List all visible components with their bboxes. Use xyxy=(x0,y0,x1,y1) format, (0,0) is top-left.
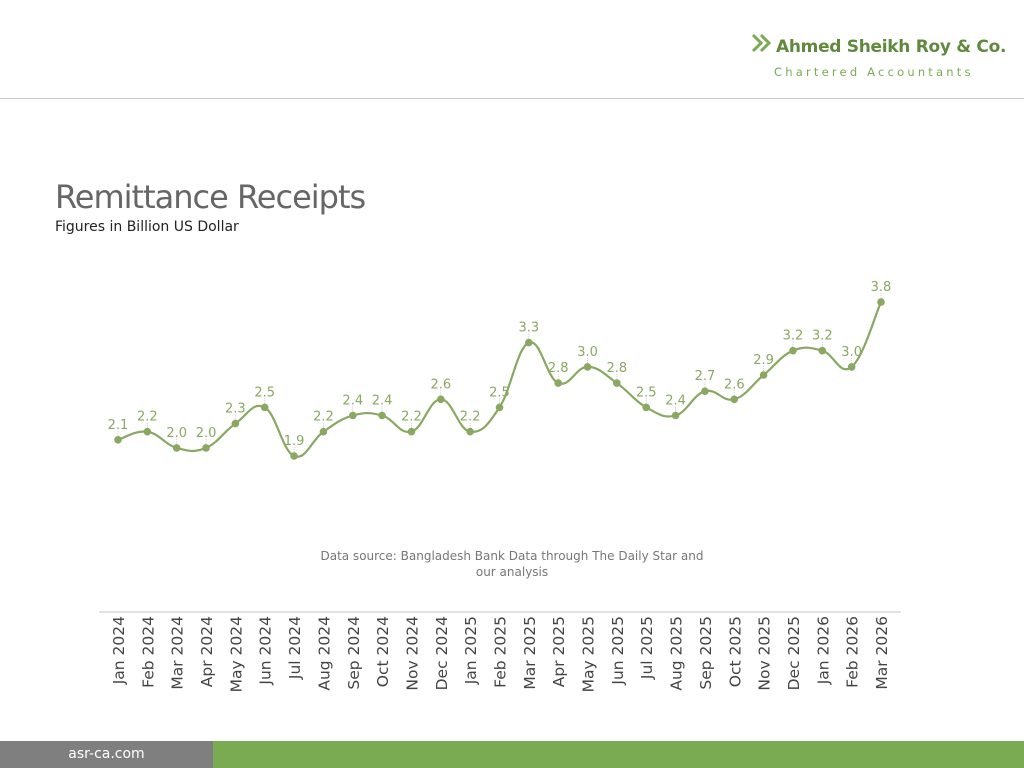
data-label: 2.8 xyxy=(548,361,569,376)
data-label: 2.0 xyxy=(196,426,217,441)
data-label: 2.6 xyxy=(430,377,451,392)
data-point xyxy=(583,363,592,371)
data-point xyxy=(877,298,885,306)
x-tick-label: Jun 2024 xyxy=(257,616,275,686)
line-chart: 2.1 Jan 2024 2.2 Feb 2024 2.0 Mar 2024 2.0 Apr … xyxy=(99,280,901,692)
data-point xyxy=(847,363,856,371)
x-tick-label: Mar 2025 xyxy=(521,616,539,690)
x-tick-label: Dec 2024 xyxy=(433,616,451,690)
x-tick-label: Feb 2024 xyxy=(139,616,157,688)
x-tick-label: May 2024 xyxy=(227,616,245,692)
data-point xyxy=(495,403,504,412)
data-label: 2.2 xyxy=(137,410,158,425)
data-label: 2.4 xyxy=(342,394,363,409)
data-point xyxy=(701,387,709,396)
data-label: 2.9 xyxy=(753,353,774,368)
data-label: 2.7 xyxy=(695,369,716,384)
data-label: 2.8 xyxy=(607,361,628,376)
data-label: 2.0 xyxy=(166,426,187,441)
x-tick-label: Feb 2025 xyxy=(492,616,510,688)
data-point xyxy=(202,444,210,452)
data-label: 2.4 xyxy=(372,394,393,409)
data-point xyxy=(730,395,739,404)
x-tick-label: Oct 2024 xyxy=(374,616,392,687)
data-label: 2.2 xyxy=(313,410,334,425)
data-label: 2.1 xyxy=(108,418,129,433)
x-tick-label: Feb 2026 xyxy=(844,616,862,688)
series-line xyxy=(117,301,883,458)
x-tick-label: Sep 2024 xyxy=(345,616,363,690)
chart-title: Remittance Receipts xyxy=(55,178,366,216)
data-point xyxy=(466,427,474,436)
x-tick-label: Nov 2024 xyxy=(403,616,421,691)
data-point xyxy=(319,427,328,436)
x-tick-label: Oct 2025 xyxy=(726,616,744,687)
data-point xyxy=(642,403,651,412)
data-point xyxy=(260,403,269,412)
data-label: 2.2 xyxy=(460,410,481,425)
data-label: 3.2 xyxy=(783,329,804,344)
data-label: 2.5 xyxy=(636,385,657,400)
x-tick-label: Jul 2025 xyxy=(638,616,656,680)
data-label: 3.0 xyxy=(577,345,598,360)
x-tick-label: Jan 2025 xyxy=(462,616,480,685)
x-tick-label: Jun 2025 xyxy=(609,616,627,686)
x-tick-label: Dec 2025 xyxy=(785,616,803,690)
data-point xyxy=(143,427,152,436)
data-label: 2.4 xyxy=(665,394,686,409)
data-label: 3.0 xyxy=(841,345,862,360)
footer-website[interactable]: asr-ca.com xyxy=(0,741,213,768)
data-label: 3.2 xyxy=(812,329,833,344)
chart-subtitle: Figures in Billion US Dollar xyxy=(55,219,239,235)
x-tick-label: Jul 2024 xyxy=(286,616,304,680)
data-point xyxy=(759,371,768,379)
x-tick-label: Apr 2024 xyxy=(198,616,216,687)
data-label: 3.3 xyxy=(519,321,540,336)
x-tick-label: Jan 2024 xyxy=(110,616,128,685)
chevron-logo-icon xyxy=(751,33,772,53)
data-point xyxy=(554,379,562,387)
data-point xyxy=(290,452,298,460)
data-point xyxy=(172,444,181,452)
logo-name: Ahmed Sheikh Roy & Co. xyxy=(776,37,1007,57)
data-point xyxy=(407,427,416,436)
data-point xyxy=(671,411,680,420)
data-point xyxy=(437,395,445,404)
data-label: 3.8 xyxy=(871,280,892,295)
data-point xyxy=(525,338,533,347)
x-tick-label: Jan 2026 xyxy=(814,616,832,685)
data-label: 2.5 xyxy=(489,385,510,400)
x-tick-label: Sep 2025 xyxy=(697,616,715,690)
data-point xyxy=(613,379,621,387)
x-tick-label: Aug 2025 xyxy=(668,616,686,691)
data-label: 2.3 xyxy=(225,402,246,417)
x-tick-label: Nov 2025 xyxy=(756,616,774,691)
data-point xyxy=(789,346,797,355)
data-point xyxy=(378,411,386,420)
x-tick-label: Aug 2024 xyxy=(315,616,333,691)
data-label: 1.9 xyxy=(284,434,305,449)
data-point xyxy=(348,411,357,420)
x-tick-label: Apr 2025 xyxy=(550,616,568,687)
logo-tagline: Chartered Accountants xyxy=(774,65,974,79)
x-tick-label: Mar 2026 xyxy=(873,616,891,690)
data-label: 2.5 xyxy=(254,385,275,400)
x-tick-label: Mar 2024 xyxy=(169,616,187,690)
header-divider xyxy=(0,98,1024,99)
data-label: 2.2 xyxy=(401,410,422,425)
data-point xyxy=(818,346,827,355)
x-tick-label: May 2025 xyxy=(580,616,598,692)
data-label: 2.6 xyxy=(724,377,745,392)
data-point xyxy=(114,436,122,444)
data-point xyxy=(231,419,240,428)
data-source-note: Data source: Bangladesh Bank Data throug… xyxy=(320,549,704,579)
footer-bar xyxy=(213,741,1024,768)
